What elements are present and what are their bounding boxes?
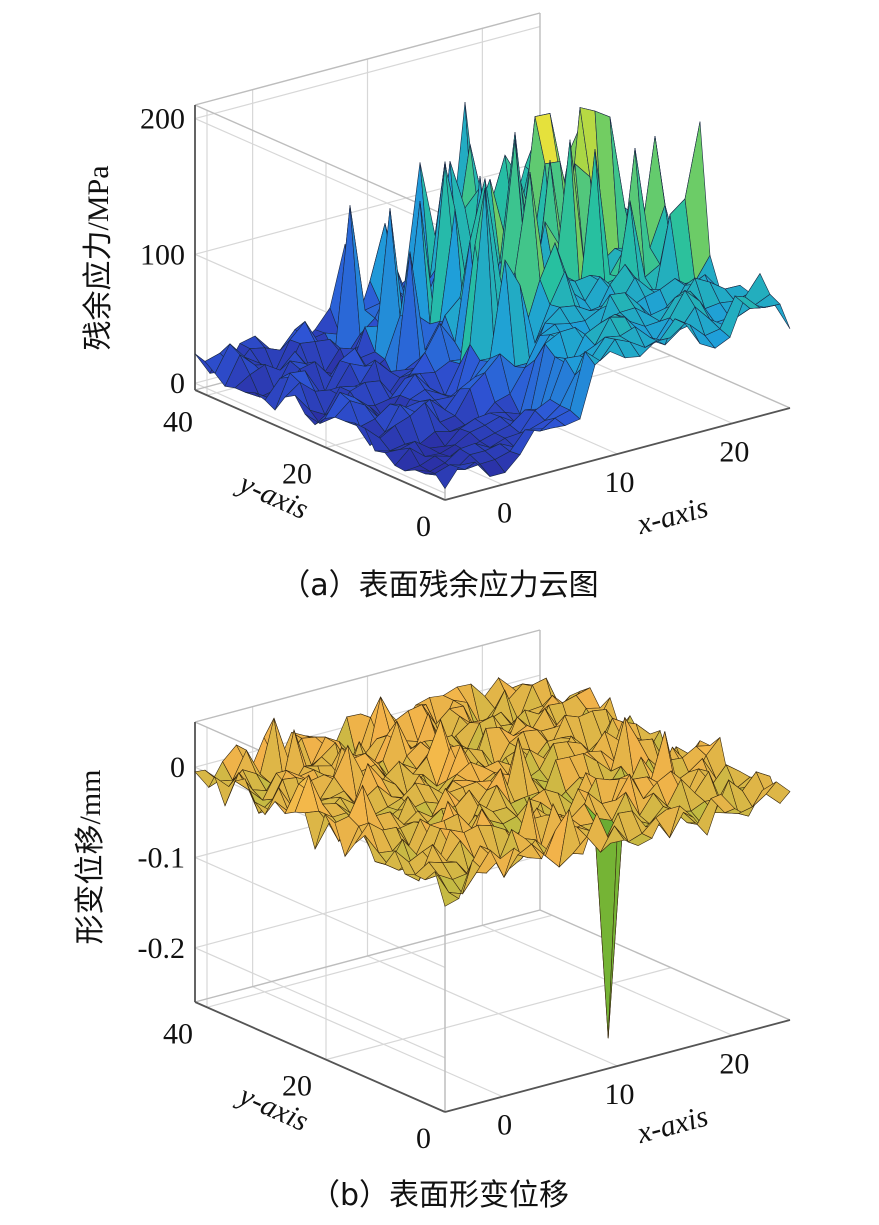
y-tick-label: 40	[163, 405, 193, 438]
z-axis-label: 残余应力/MPa	[82, 165, 115, 350]
box-edge	[194, 909, 541, 1003]
chart-a-caption: （a）表面残余应力云图	[280, 568, 599, 603]
x-tick-label: 10	[605, 466, 635, 499]
y-tick-label: 20	[282, 458, 312, 491]
z-tick-label: -0.2	[138, 932, 186, 965]
z-tick-label: 0	[170, 367, 185, 400]
grid-line	[194, 118, 446, 230]
grid-line	[252, 986, 503, 1098]
chart-b-caption: （b）表面形变位移	[309, 1178, 570, 1213]
x-tick-label: 0	[497, 497, 512, 530]
x-axis-line	[444, 407, 791, 501]
grid-line	[194, 382, 446, 494]
surface-patch	[765, 781, 791, 804]
y-tick-label: 20	[282, 1070, 312, 1103]
z-tick-label: -0.1	[138, 841, 186, 874]
y-tick-label: 40	[163, 1017, 193, 1050]
grid-line	[325, 967, 672, 1061]
chart-b: 0 -0.1 -0.2 0 10 20 0 20 40 x-axis y-axis 形变位移/mm （…	[0, 612, 879, 1225]
z-axis-label: 形变位移/mm	[74, 769, 107, 944]
box-edge	[194, 629, 541, 723]
box-edge	[194, 12, 541, 106]
z-tick-label: 0	[170, 751, 185, 784]
grid-line	[367, 955, 618, 1067]
x-axis-label: x-axis	[633, 1100, 712, 1151]
x-tick-label: 0	[497, 1109, 512, 1142]
y-tick-label: 0	[416, 1122, 431, 1155]
surface-a	[194, 101, 791, 490]
x-tick-label: 20	[719, 1047, 749, 1080]
x-tick-label: 10	[605, 1078, 635, 1111]
x-axis-label: x-axis	[633, 491, 712, 542]
surface-b	[194, 676, 791, 1039]
z-tick-label: 100	[140, 238, 185, 271]
y-axis-line	[194, 389, 446, 501]
z-tick-label: 200	[140, 103, 185, 136]
y-tick-label: 0	[416, 510, 431, 543]
surface-patch	[764, 303, 791, 330]
grid-line	[194, 947, 446, 1059]
chart-a: 0 100 200 0 10 20 0 20 40 x-axis y-axis 残余应力/MPa （a…	[0, 0, 879, 612]
grid-line	[194, 856, 446, 969]
x-tick-label: 20	[719, 435, 749, 468]
x-axis-line	[444, 1019, 791, 1113]
box-edge	[194, 104, 446, 216]
grid-line	[206, 914, 553, 1008]
box-edge	[539, 909, 791, 1021]
y-axis-line	[194, 1001, 446, 1113]
